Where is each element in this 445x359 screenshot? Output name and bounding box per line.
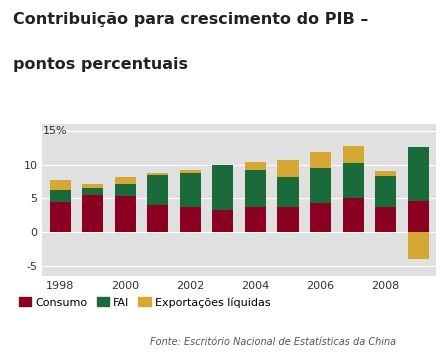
Bar [49, 190, 71, 202]
Bar [49, 180, 71, 190]
Text: Contribuição para crescimento do PIB –: Contribuição para crescimento do PIB – [13, 12, 369, 27]
Bar [82, 195, 103, 232]
Bar [343, 145, 364, 163]
Text: pontos percentuais: pontos percentuais [13, 57, 188, 72]
Bar [245, 162, 266, 170]
Bar [343, 163, 364, 198]
Bar [408, 147, 429, 201]
Bar [212, 164, 234, 210]
Bar [147, 175, 168, 205]
Text: 15%: 15% [43, 126, 68, 136]
Bar [245, 207, 266, 232]
Bar [408, 201, 429, 232]
Bar [277, 207, 299, 232]
Bar [147, 173, 168, 175]
Bar [343, 198, 364, 232]
Bar [375, 206, 396, 232]
Bar [310, 168, 331, 203]
Bar [408, 232, 429, 259]
Bar [180, 173, 201, 206]
Text: Fonte: Escritório Nacional de Estatísticas da China: Fonte: Escritório Nacional de Estatístic… [150, 337, 396, 347]
Bar [115, 183, 136, 196]
Bar [212, 210, 234, 232]
Bar [180, 170, 201, 173]
Bar [277, 177, 299, 207]
Bar [310, 203, 331, 232]
Bar [115, 196, 136, 232]
Bar [180, 206, 201, 232]
Bar [375, 171, 396, 176]
Bar [310, 151, 331, 168]
Bar [82, 188, 103, 195]
Bar [49, 202, 71, 232]
Bar [277, 160, 299, 177]
Bar [82, 183, 103, 188]
Bar [115, 177, 136, 183]
Bar [245, 170, 266, 207]
Legend: Consumo, FAI, Exportações líquidas: Consumo, FAI, Exportações líquidas [19, 297, 271, 308]
Bar [375, 176, 396, 206]
Bar [147, 205, 168, 232]
